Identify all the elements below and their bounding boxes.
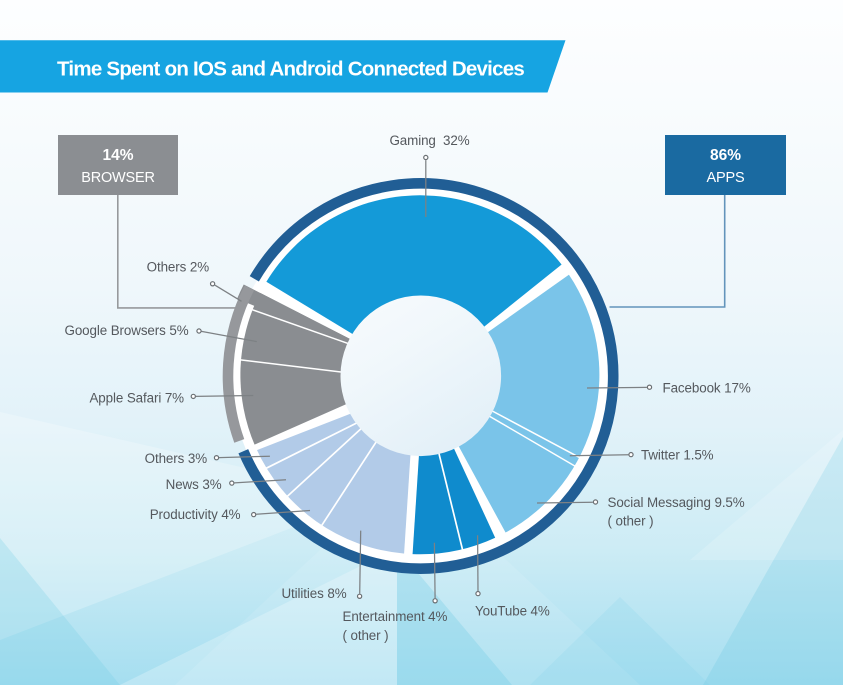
svg-text:Twitter 1.5%: Twitter 1.5% <box>641 448 714 463</box>
svg-text:Time Spent on IOS and Android: Time Spent on IOS and Android Connected … <box>57 58 524 81</box>
svg-text:Others 3%: Others 3% <box>145 451 208 466</box>
svg-text:Utilities 8%: Utilities 8% <box>281 586 346 601</box>
svg-text:Apple Safari 7%: Apple Safari 7% <box>89 391 184 406</box>
svg-text:Others 2%: Others 2% <box>147 260 210 275</box>
svg-text:Facebook 17%: Facebook 17% <box>663 381 751 396</box>
svg-text:Productivity 4%: Productivity 4% <box>150 507 241 522</box>
svg-text:YouTube 4%: YouTube 4% <box>475 604 550 619</box>
svg-text:APPS: APPS <box>707 170 745 186</box>
svg-text:Google Browsers 5%: Google Browsers 5% <box>65 323 189 338</box>
svg-text:( other ): ( other ) <box>608 514 654 529</box>
svg-text:BROWSER: BROWSER <box>81 170 155 186</box>
svg-text:( other ): ( other ) <box>343 628 389 643</box>
svg-text:Social Messaging 9.5%: Social Messaging 9.5% <box>608 495 745 510</box>
svg-text:News 3%: News 3% <box>166 477 222 492</box>
svg-text:14%: 14% <box>102 147 133 164</box>
svg-text:86%: 86% <box>710 147 741 164</box>
svg-text:Gaming 32%: Gaming 32% <box>389 133 469 148</box>
svg-text:Entertainment 4%: Entertainment 4% <box>343 609 448 624</box>
